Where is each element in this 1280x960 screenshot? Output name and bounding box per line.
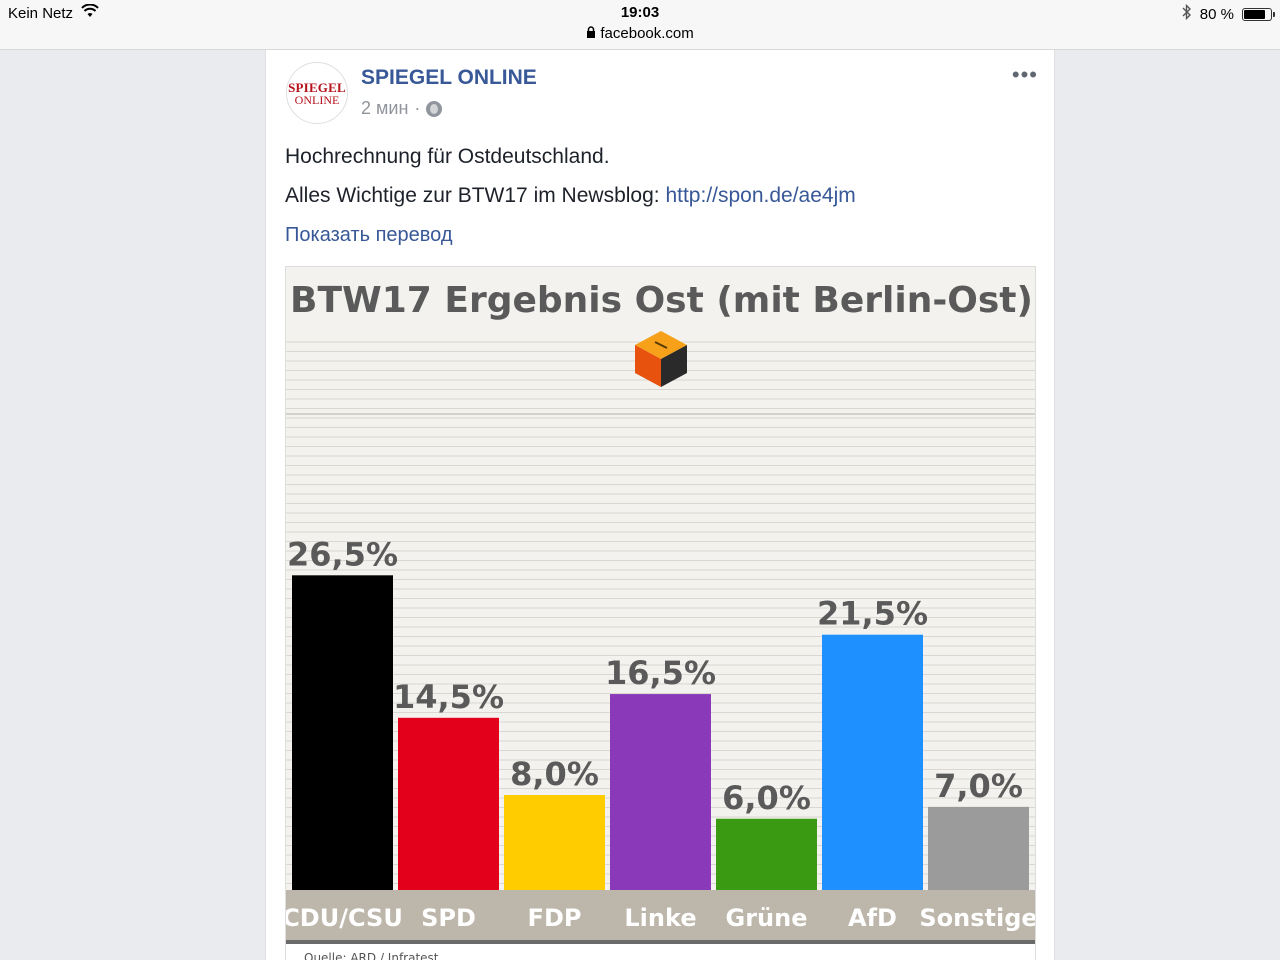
status-bar: Kein Netz 19:03 facebook.com 80 % bbox=[0, 0, 1280, 50]
post-text-prefix: Alles Wichtige zur BTW17 im Newsblog: bbox=[285, 184, 666, 207]
avatar-logo-line1: SPIEGEL bbox=[288, 79, 346, 95]
wifi-icon bbox=[81, 3, 99, 22]
post-time[interactable]: 2 мин bbox=[361, 98, 409, 118]
category-label: Sonstige bbox=[919, 904, 1036, 932]
bluetooth-icon bbox=[1182, 3, 1192, 24]
battery-percent: 80 % bbox=[1199, 5, 1234, 23]
newsblog-link[interactable]: http://spon.de/ae4jm bbox=[665, 184, 856, 207]
battery-icon bbox=[1242, 7, 1275, 21]
post-text-line1: Hochrechnung für Ostdeutschland. bbox=[285, 145, 610, 168]
avatar-logo-line2: ONLINE bbox=[294, 92, 340, 107]
bar-value-label: 7,0% bbox=[934, 767, 1023, 805]
category-label: AfD bbox=[848, 904, 897, 932]
bar-spd bbox=[398, 717, 499, 890]
bar-value-label: 21,5% bbox=[817, 595, 928, 633]
show-translation-link[interactable]: Показать перевод bbox=[285, 224, 453, 246]
bar-chart: BTW17 Ergebnis Ost (mit Berlin-Ost) 26,5%… bbox=[286, 267, 1036, 960]
category-label: Grüne bbox=[726, 904, 808, 932]
category-label: SPD bbox=[421, 904, 476, 932]
page-name-link[interactable]: SPIEGEL ONLINE bbox=[361, 66, 537, 89]
page-avatar[interactable]: SPIEGEL ONLINE bbox=[286, 62, 348, 124]
bar-cdu-csu bbox=[292, 575, 393, 890]
bar-value-label: 8,0% bbox=[510, 755, 599, 793]
bar-gr-ne bbox=[716, 818, 817, 890]
category-label: FDP bbox=[528, 904, 582, 932]
address-url: facebook.com bbox=[600, 25, 694, 42]
post-text-line2: Alles Wichtige zur BTW17 im Newsblog: ht… bbox=[285, 184, 856, 208]
ballot-box-icon bbox=[635, 331, 687, 387]
carrier-label: Kein Netz bbox=[8, 4, 74, 22]
bar-sonstige bbox=[928, 806, 1029, 890]
status-time: 19:03 bbox=[620, 4, 660, 21]
category-label: Linke bbox=[624, 904, 696, 932]
source-band bbox=[286, 944, 1035, 960]
bar-value-label: 14,5% bbox=[393, 678, 504, 716]
address-bar[interactable]: facebook.com bbox=[0, 25, 1280, 42]
more-options-button[interactable]: ••• bbox=[1011, 62, 1038, 87]
bar-linke bbox=[610, 694, 711, 890]
category-band bbox=[286, 890, 1035, 940]
status-right: 80 % bbox=[1182, 3, 1275, 24]
bottom-rule bbox=[286, 940, 1035, 944]
post-meta: 2 мин · bbox=[361, 98, 443, 119]
lock-icon bbox=[586, 25, 600, 42]
status-left: Kein Netz bbox=[8, 3, 99, 22]
post-card: SPIEGEL ONLINE SPIEGEL ONLINE 2 мин · ••… bbox=[265, 50, 1055, 960]
chart-source: Quelle: ARD / Infratest bbox=[304, 951, 439, 960]
meta-separator: · bbox=[414, 98, 421, 118]
bar-afd bbox=[822, 634, 923, 890]
bar-fdp bbox=[504, 795, 605, 890]
globe-icon bbox=[426, 100, 443, 117]
chart-image[interactable]: BTW17 Ergebnis Ost (mit Berlin-Ost) 26,5%… bbox=[285, 266, 1036, 960]
chart-title: BTW17 Ergebnis Ost (mit Berlin-Ost) bbox=[290, 280, 1033, 321]
bar-value-label: 16,5% bbox=[605, 654, 716, 692]
bar-value-label: 6,0% bbox=[722, 779, 811, 817]
category-label: CDU/CSU bbox=[286, 904, 403, 932]
bar-value-label: 26,5% bbox=[287, 535, 398, 573]
